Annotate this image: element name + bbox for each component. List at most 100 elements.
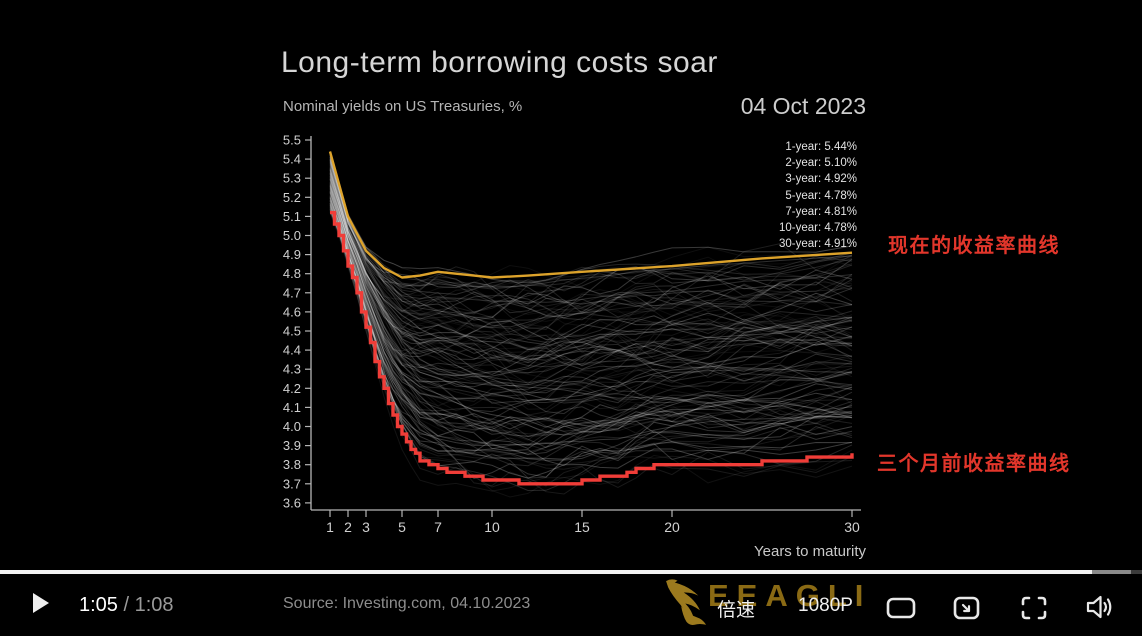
historical-curve [329,151,853,296]
historical-curve [329,174,853,351]
volume-button[interactable] [1085,593,1115,621]
time-separator: / [117,594,135,616]
historical-curve [329,163,853,329]
picture-in-picture-button[interactable] [953,595,980,621]
seek-bar-played [0,570,1092,574]
historical-curve [329,188,853,413]
historical-curve [329,165,853,342]
x-tick-label: 7 [434,519,442,535]
historical-curve [329,161,853,330]
historical-curve [329,193,853,432]
historical-curve [329,170,853,354]
historical-curve [329,185,853,401]
time-duration: 1:08 [134,594,174,616]
historical-curve [329,182,853,393]
historical-curve [329,182,853,394]
yield-label: 7-year: 4.81% [785,205,857,218]
watermark-text: EEAGLI [708,578,872,613]
historical-curve [329,209,853,487]
historical-curve [329,186,853,420]
y-tick-label: 4.9 [283,247,301,262]
x-tick-label: 15 [574,519,590,535]
y-tick-label: 4.2 [283,381,301,396]
x-tick-label: 2 [344,519,352,535]
historical-curve [329,157,853,315]
historical-curve [329,167,853,343]
y-tick-label: 3.7 [283,476,301,491]
historical-curve [329,180,853,375]
play-button[interactable] [33,593,49,613]
yield-label: 1-year: 5.44% [785,141,857,153]
time-current: 1:05 [79,594,118,616]
y-tick-label: 4.3 [283,362,301,377]
historical-curve [329,167,853,353]
historical-curve [329,212,853,492]
x-tick-label: 20 [664,519,680,535]
historical-curve [329,164,853,330]
historical-curve [329,187,853,404]
historical-curve [329,169,853,341]
historical-curve [329,181,853,381]
historical-curve [329,180,853,387]
historical-curve [329,183,853,382]
historical-curve [329,189,853,402]
historical-curve [329,181,853,402]
historical-curve [329,152,853,284]
historical-curve [329,162,853,324]
historical-curve [329,208,853,479]
yield-labels: 1-year: 5.44% 2-year: 5.10% 3-year: 4.92% 5… [0,139,857,252]
historical-curve [329,157,853,314]
x-tick-label: 1 [326,519,334,535]
theater-mode-button[interactable] [886,597,916,619]
historical-curve [329,187,853,405]
historical-curve [329,156,853,305]
historical-curve [329,154,853,305]
historical-curve [329,171,853,358]
y-tick-label: 5.3 [283,171,301,186]
yield-label: 30-year: 4.91% [779,238,857,251]
historical-curve [329,171,853,353]
historical-curve [329,190,853,430]
historical-curve [329,174,853,363]
historical-curve [329,176,853,365]
historical-curve [329,177,853,375]
historical-curve [329,184,853,394]
historical-curve [329,159,853,303]
seek-bar[interactable] [0,570,1142,574]
historical-curve [329,173,853,368]
historical-curve [329,173,853,372]
historical-curve [329,175,853,367]
eagle-logo-icon [664,577,716,636]
historical-curve [329,172,853,362]
historical-curve [329,169,853,349]
quality-button[interactable]: 1080P [798,595,853,616]
yield-label: 3-year: 4.92% [785,173,857,186]
y-tick-label: 3.8 [283,457,301,472]
chart-date: 04 Oct 2023 [740,93,866,119]
playback-speed-button[interactable]: 倍速 [717,600,756,621]
yield-label: 2-year: 5.10% [785,157,857,170]
historical-curve [329,185,853,401]
y-tick-label: 4.8 [283,266,301,281]
historical-curve [329,201,853,445]
historical-curve [329,166,853,341]
historical-curve [329,159,853,321]
x-axis-title: Years to maturity [754,543,866,560]
y-tick-label: 5.5 [283,133,301,148]
y-tick-label: 4.1 [283,400,301,415]
y-tick-label: 5.0 [283,228,301,243]
historical-curve [329,177,853,382]
historical-curve [329,175,853,361]
historical-curve [329,179,853,384]
y-tick-label: 5.4 [283,152,301,167]
historical-curve [329,166,853,333]
historical-curve [329,176,853,385]
yield-label: 10-year: 4.78% [779,222,857,235]
historical-curve [329,158,853,319]
historical-curve [329,170,853,364]
fullscreen-button[interactable] [1021,596,1047,620]
historical-curve [329,168,853,339]
historical-curve [329,178,853,384]
source-note: Source: Investing.com, 04.10.2023 [283,595,531,612]
